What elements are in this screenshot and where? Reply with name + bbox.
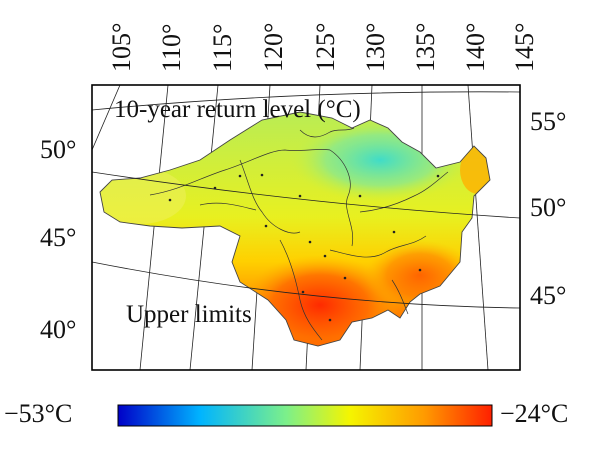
latitude-label: 55°	[530, 107, 566, 136]
rivers-and-boundaries	[149, 127, 449, 341]
right-latitude-labels: 55° 50° 45°	[530, 107, 566, 310]
latitude-label: 40°	[40, 315, 76, 344]
longitude-label: 140°	[461, 23, 490, 72]
longitude-label: 120°	[259, 23, 288, 72]
left-latitude-labels: 50° 45° 40°	[40, 135, 76, 344]
latitude-label: 50°	[530, 193, 566, 222]
longitude-label: 135°	[411, 23, 440, 72]
colorbar-min-label: −53°C	[4, 399, 73, 428]
latitude-label: 50°	[40, 135, 76, 164]
longitude-label: 110°	[157, 24, 186, 72]
top-longitude-labels: 105° 110° 115° 120° 125° 130° 135° 140° …	[107, 23, 539, 72]
upper-limits-annotation: Upper limits	[126, 301, 252, 328]
map-title: 10-year return level (°C)	[114, 96, 361, 123]
graticule-parallels	[91, 91, 521, 309]
longitude-label: 130°	[361, 23, 390, 72]
station-markers	[168, 173, 440, 322]
longitude-label: 125°	[311, 23, 340, 72]
latitude-label: 45°	[40, 223, 76, 252]
colorbar	[117, 404, 493, 427]
colorbar-max-label: −24°C	[500, 399, 569, 428]
latitude-label: 45°	[530, 281, 566, 310]
longitude-label: 115°	[208, 24, 237, 72]
longitude-label: 105°	[107, 23, 136, 72]
map-frame	[91, 84, 521, 371]
longitude-label: 145°	[510, 23, 539, 72]
